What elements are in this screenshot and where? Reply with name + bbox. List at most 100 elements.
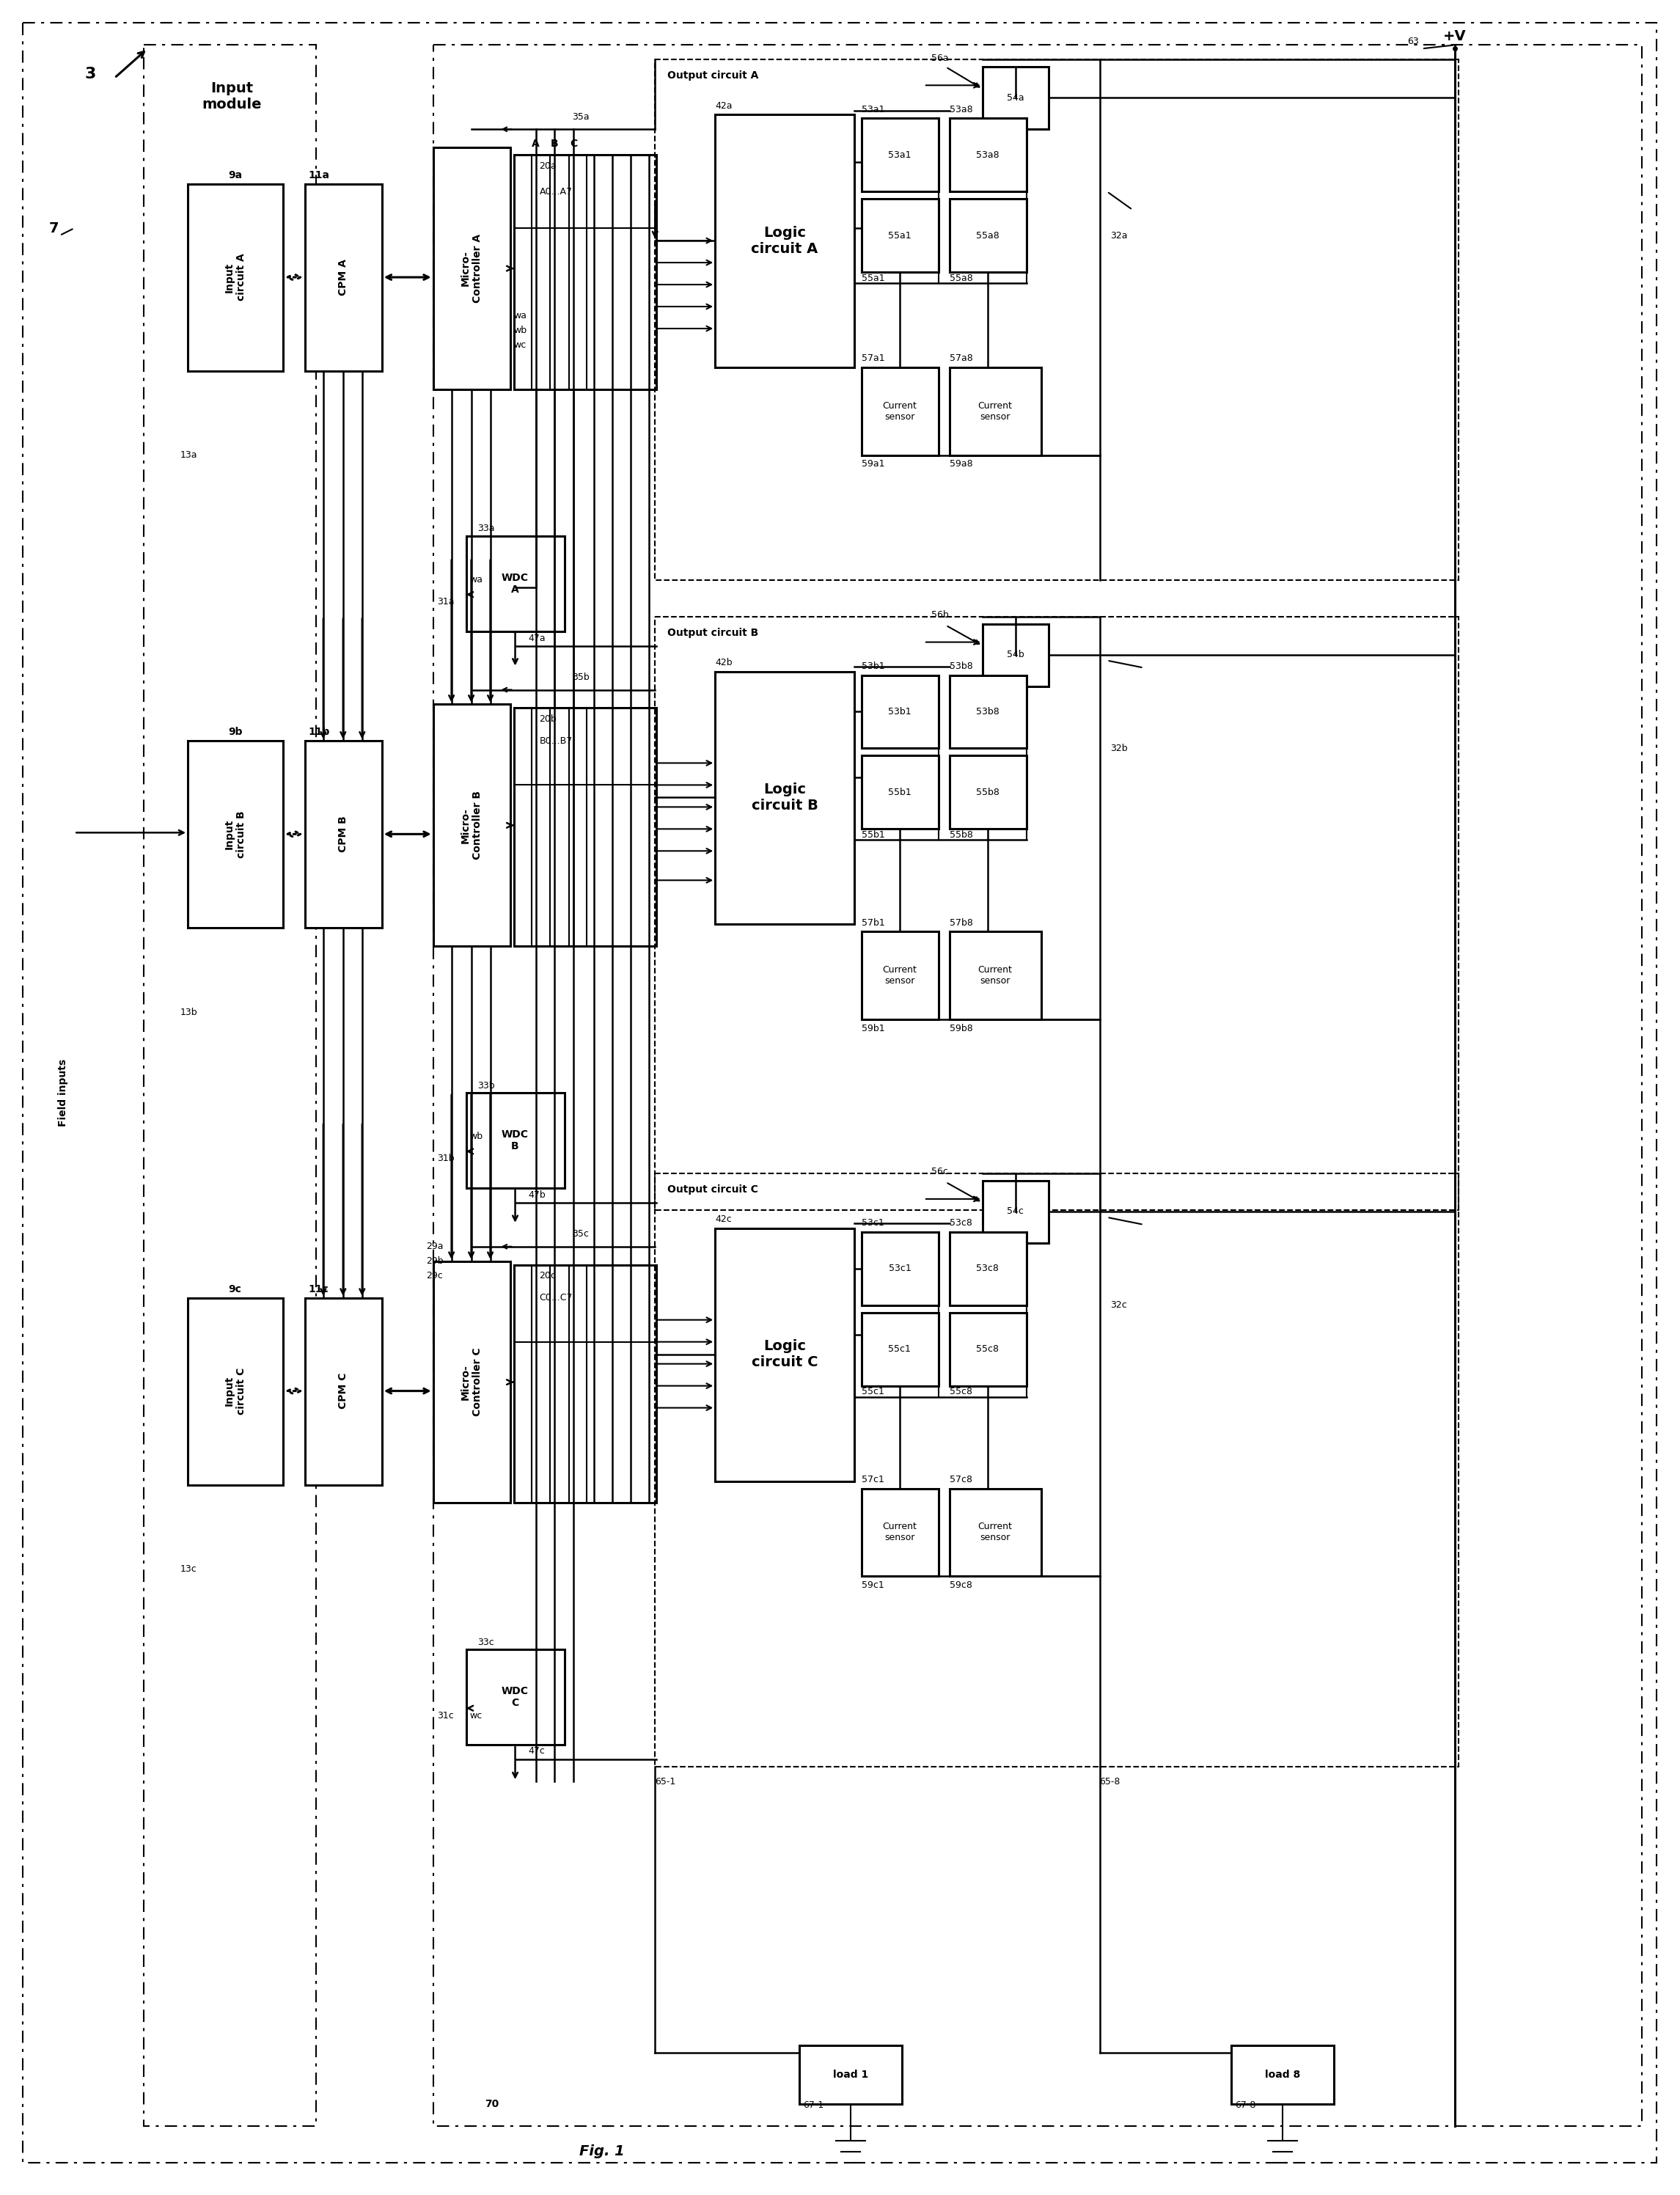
Text: 54a: 54a <box>1006 92 1025 103</box>
Text: Output circuit B: Output circuit B <box>667 628 759 639</box>
Text: 53c1: 53c1 <box>862 1218 884 1227</box>
Text: 3: 3 <box>86 68 96 81</box>
Bar <box>862 1488 939 1576</box>
Bar <box>433 44 1641 2125</box>
Text: 57b1: 57b1 <box>862 918 885 928</box>
Text: Current
sensor: Current sensor <box>882 966 917 986</box>
Text: 55b8: 55b8 <box>976 788 1000 797</box>
Text: +V: +V <box>1443 29 1467 44</box>
Bar <box>949 367 1042 454</box>
Bar <box>949 1231 1026 1306</box>
Bar <box>465 1651 564 1745</box>
Text: 53a8: 53a8 <box>949 105 973 114</box>
Text: 53a8: 53a8 <box>976 149 1000 160</box>
Text: 7: 7 <box>49 222 59 235</box>
Bar <box>862 200 939 272</box>
Text: 31c: 31c <box>437 1710 454 1721</box>
Text: 70: 70 <box>484 2098 499 2109</box>
Bar <box>800 2046 902 2103</box>
Bar <box>465 536 564 632</box>
Bar <box>949 1488 1042 1576</box>
Text: wb: wb <box>470 1133 484 1141</box>
Bar <box>514 1264 657 1504</box>
Text: Current
sensor: Current sensor <box>882 1521 917 1543</box>
Text: CPM B: CPM B <box>338 817 348 852</box>
Text: 53b1: 53b1 <box>862 661 885 672</box>
Bar <box>655 59 1458 579</box>
Text: 13a: 13a <box>180 450 198 461</box>
Text: 31b: 31b <box>437 1155 454 1163</box>
Bar <box>716 672 855 924</box>
Text: 13b: 13b <box>180 1008 198 1016</box>
Text: 53a1: 53a1 <box>862 105 885 114</box>
Text: 11a: 11a <box>309 171 329 180</box>
Text: WDC
A: WDC A <box>502 573 529 595</box>
Text: 57c1: 57c1 <box>862 1475 884 1484</box>
Text: 59c8: 59c8 <box>949 1580 973 1589</box>
Bar <box>949 119 1026 191</box>
Text: 11c: 11c <box>309 1284 329 1295</box>
Text: 55a8: 55a8 <box>976 230 1000 239</box>
Text: 29a: 29a <box>425 1242 444 1251</box>
Bar <box>433 705 511 946</box>
Text: 33c: 33c <box>477 1637 494 1646</box>
Text: 57c8: 57c8 <box>949 1475 973 1484</box>
Text: 55c1: 55c1 <box>889 1343 911 1354</box>
Text: 32a: 32a <box>1110 230 1127 239</box>
Text: Input
module: Input module <box>202 81 262 112</box>
Bar <box>465 1093 564 1187</box>
Text: 53b1: 53b1 <box>889 707 911 716</box>
Bar <box>144 44 316 2125</box>
Text: 59c1: 59c1 <box>862 1580 884 1589</box>
Bar <box>716 114 855 367</box>
Text: Logic
circuit B: Logic circuit B <box>751 781 818 812</box>
Bar <box>514 709 657 946</box>
Bar <box>188 184 282 371</box>
Bar <box>949 931 1042 1018</box>
Text: 35b: 35b <box>573 672 590 683</box>
Text: Input
circuit C: Input circuit C <box>225 1367 247 1414</box>
Text: 55a8: 55a8 <box>949 272 973 283</box>
Text: 54b: 54b <box>1006 650 1025 658</box>
Text: 35a: 35a <box>573 112 590 121</box>
Text: Current
sensor: Current sensor <box>978 966 1011 986</box>
Text: 55a1: 55a1 <box>889 230 911 239</box>
Text: wa: wa <box>470 575 482 584</box>
Text: 65-1: 65-1 <box>655 1776 675 1787</box>
Text: Logic
circuit C: Logic circuit C <box>751 1339 818 1370</box>
Text: 13c: 13c <box>180 1565 197 1574</box>
Text: 53b8: 53b8 <box>949 661 973 672</box>
Bar <box>862 931 939 1018</box>
Bar <box>716 1229 855 1482</box>
Bar <box>655 1174 1458 1767</box>
Text: 54c: 54c <box>1006 1207 1023 1216</box>
Bar <box>188 1297 282 1484</box>
Text: 53c1: 53c1 <box>889 1264 911 1273</box>
Bar <box>949 676 1026 748</box>
Text: 33a: 33a <box>477 525 494 533</box>
Text: 42b: 42b <box>716 658 732 667</box>
Text: 47b: 47b <box>528 1190 546 1201</box>
Text: 56a: 56a <box>931 53 949 64</box>
Text: Output circuit A: Output circuit A <box>667 70 759 81</box>
Text: B0...B7: B0...B7 <box>539 735 573 746</box>
Text: 53a1: 53a1 <box>889 149 911 160</box>
Text: 29b: 29b <box>425 1256 444 1267</box>
Bar <box>862 676 939 748</box>
Text: 55b1: 55b1 <box>889 788 911 797</box>
Text: Field inputs: Field inputs <box>59 1058 69 1126</box>
Text: 63: 63 <box>1408 37 1420 46</box>
Text: 9c: 9c <box>228 1284 242 1295</box>
Text: Micro-
Controller C: Micro- Controller C <box>460 1348 482 1416</box>
Text: 42c: 42c <box>716 1214 732 1225</box>
Text: 59b8: 59b8 <box>949 1023 973 1034</box>
Text: 29c: 29c <box>425 1271 442 1280</box>
Text: 59a8: 59a8 <box>949 459 973 470</box>
Bar <box>983 1181 1048 1242</box>
Text: 11b: 11b <box>309 727 331 738</box>
Text: C: C <box>570 138 578 149</box>
Text: 35c: 35c <box>573 1229 590 1238</box>
Bar <box>862 1313 939 1385</box>
Text: Current
sensor: Current sensor <box>882 402 917 421</box>
Bar <box>306 742 381 928</box>
